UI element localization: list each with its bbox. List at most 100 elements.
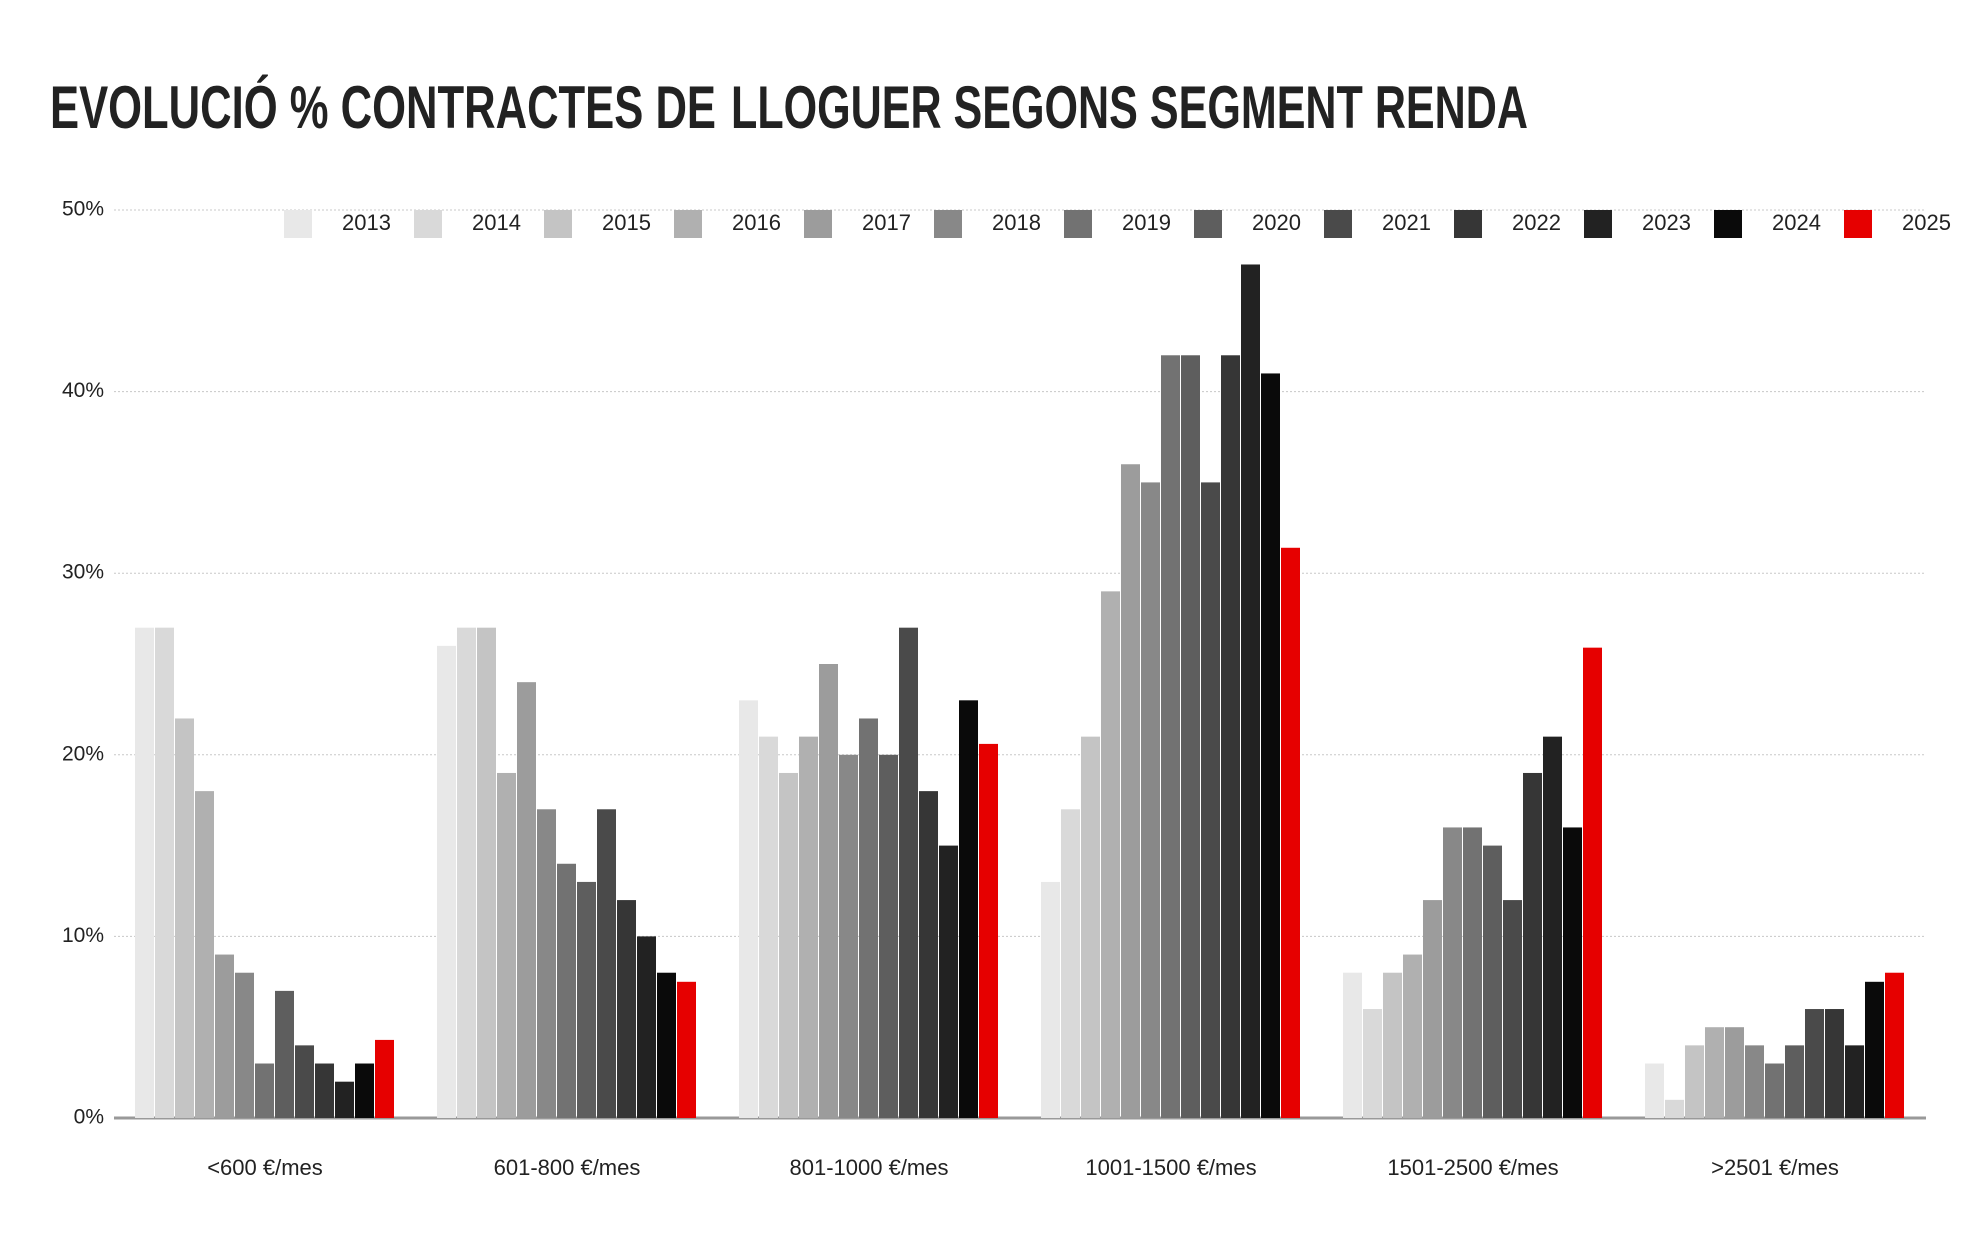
- bar: [1383, 972, 1402, 1118]
- bar: [839, 754, 858, 1118]
- chart-title: LLOGUER SEGONS SEGMENT RENDA: [731, 74, 1528, 141]
- bar: [637, 936, 656, 1118]
- legend-label: 2013: [342, 210, 391, 235]
- legend-swatch: [1194, 210, 1222, 238]
- legend-swatch: [284, 210, 312, 238]
- legend-label: 2022: [1512, 210, 1561, 235]
- x-tick-label: 1501-2500 €/mes: [1387, 1155, 1558, 1180]
- legend-swatch: [674, 210, 702, 238]
- bar: [275, 990, 294, 1118]
- bar: [799, 736, 818, 1118]
- bar: [375, 1039, 394, 1118]
- x-tick-label: >2501 €/mes: [1711, 1155, 1839, 1180]
- bar: [739, 700, 758, 1118]
- bar: [1161, 355, 1180, 1118]
- bar: [1563, 827, 1582, 1118]
- bar: [919, 791, 938, 1118]
- bar: [1885, 972, 1904, 1118]
- bar: [759, 736, 778, 1118]
- bar: [1543, 736, 1562, 1118]
- y-tick-label: 20%: [62, 742, 104, 765]
- y-tick-label: 30%: [62, 561, 104, 584]
- legend-label: 2019: [1122, 210, 1171, 235]
- legend-label: 2025: [1902, 210, 1951, 235]
- bar: [1363, 1009, 1382, 1118]
- bar: [517, 682, 536, 1118]
- bar: [779, 772, 798, 1118]
- bar: [1423, 900, 1442, 1118]
- legend-swatch: [1454, 210, 1482, 238]
- x-tick-label: 801-1000 €/mes: [790, 1155, 949, 1180]
- bar: [597, 809, 616, 1118]
- y-tick-label: 40%: [62, 379, 104, 402]
- legend-label: 2017: [862, 210, 911, 235]
- legend-label: 2020: [1252, 210, 1301, 235]
- bar: [1825, 1009, 1844, 1118]
- bar: [1785, 1045, 1804, 1118]
- bar: [1583, 647, 1602, 1118]
- bar: [577, 881, 596, 1118]
- bar: [1121, 464, 1140, 1118]
- bar: [1221, 355, 1240, 1118]
- bar: [1725, 1027, 1744, 1118]
- legend-label: 2024: [1772, 210, 1821, 235]
- bar: [677, 981, 696, 1118]
- legend-swatch: [414, 210, 442, 238]
- bar: [255, 1063, 274, 1118]
- bar: [1865, 981, 1884, 1118]
- bar: [1041, 881, 1060, 1118]
- bar: [1645, 1063, 1664, 1118]
- bar: [215, 954, 234, 1118]
- x-tick-label: <600 €/mes: [207, 1155, 323, 1180]
- bar: [1665, 1099, 1684, 1118]
- bar: [315, 1063, 334, 1118]
- legend-swatch: [934, 210, 962, 238]
- bar: [959, 700, 978, 1118]
- bar: [335, 1081, 354, 1118]
- x-tick-label: 601-800 €/mes: [494, 1155, 641, 1180]
- bar: [457, 627, 476, 1118]
- bar: [557, 863, 576, 1118]
- bar: [939, 845, 958, 1118]
- bar: [1343, 972, 1362, 1118]
- legend-label: 2016: [732, 210, 781, 235]
- y-tick-label: 0%: [74, 1106, 104, 1129]
- legend-swatch: [1064, 210, 1092, 238]
- bar: [1805, 1009, 1824, 1118]
- bar: [657, 972, 676, 1118]
- bar: [355, 1063, 374, 1118]
- bar: [1705, 1027, 1724, 1118]
- bar: [195, 791, 214, 1118]
- bar: [1241, 264, 1260, 1119]
- bar: [1061, 809, 1080, 1118]
- bar: [1403, 954, 1422, 1118]
- legend-swatch: [544, 210, 572, 238]
- legend-swatch: [1714, 210, 1742, 238]
- bar: [1483, 845, 1502, 1118]
- legend-label: 2021: [1382, 210, 1431, 235]
- bar: [1745, 1045, 1764, 1118]
- bar: [1181, 355, 1200, 1118]
- legend-label: 2023: [1642, 210, 1691, 235]
- bar: [617, 900, 636, 1118]
- bar: [295, 1045, 314, 1118]
- bar: [477, 627, 496, 1118]
- bar: [1503, 900, 1522, 1118]
- bar: [979, 743, 998, 1118]
- bar: [1141, 482, 1160, 1118]
- y-tick-label: 10%: [62, 924, 104, 947]
- bar: [175, 718, 194, 1118]
- legend-swatch: [804, 210, 832, 238]
- bar: [1443, 827, 1462, 1118]
- bar: [1685, 1045, 1704, 1118]
- bar: [859, 718, 878, 1118]
- bar: [437, 645, 456, 1118]
- legend-swatch: [1324, 210, 1352, 238]
- x-tick-label: 1001-1500 €/mes: [1085, 1155, 1256, 1180]
- bar: [497, 772, 516, 1118]
- bar: [1523, 772, 1542, 1118]
- legend-label: 2018: [992, 210, 1041, 235]
- bar: [899, 627, 918, 1118]
- bar: [1101, 591, 1120, 1118]
- bar: [235, 972, 254, 1118]
